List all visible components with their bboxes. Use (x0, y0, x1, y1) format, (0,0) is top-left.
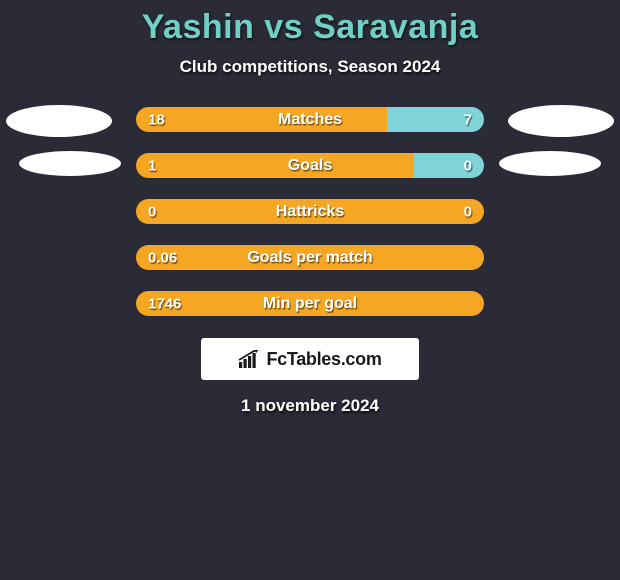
stat-row: Matches187 (136, 107, 484, 132)
player-right-avatar-1 (508, 105, 614, 137)
source-logo[interactable]: FcTables.com (201, 338, 419, 380)
stat-row: Goals10 (136, 153, 484, 178)
stats-section: Matches187 Goals10 Hattricks00 Goals per ma… (0, 105, 620, 316)
stat-bars: Matches187 Goals10 Hattricks00 Goals per ma… (136, 105, 484, 316)
stat-row: Goals per match0.06 (136, 245, 484, 270)
stat-bar-left (136, 291, 484, 316)
stat-bar-left (136, 107, 387, 132)
stat-bar-left (136, 153, 414, 178)
page-subtitle: Club competitions, Season 2024 (180, 57, 441, 77)
stat-bar-left (136, 199, 484, 224)
stat-bar-left (136, 245, 484, 270)
stat-bar-right (387, 107, 484, 132)
stat-row: Min per goal1746 (136, 291, 484, 316)
chart-icon (238, 350, 260, 368)
snapshot-date: 1 november 2024 (241, 396, 379, 416)
page-title: Yashin vs Saravanja (142, 8, 478, 47)
stat-row: Hattricks00 (136, 199, 484, 224)
comparison-card: Yashin vs Saravanja Club competitions, S… (0, 0, 620, 416)
player-right-avatar-2 (499, 151, 601, 176)
stat-bar-right (414, 153, 484, 178)
player-left-avatar-2 (19, 151, 121, 176)
player-left-avatar-1 (6, 105, 112, 137)
source-logo-text: FcTables.com (266, 349, 381, 370)
